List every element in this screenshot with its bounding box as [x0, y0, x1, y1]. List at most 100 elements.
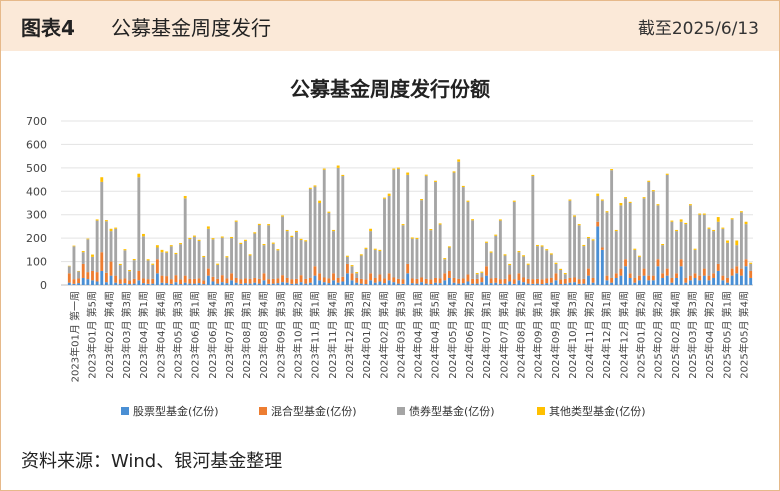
bar-segment-mixed [387, 273, 391, 281]
bar-segment-bond [373, 249, 377, 278]
bar-segment-other [253, 232, 257, 234]
bar-segment-mixed [197, 278, 201, 284]
bar-segment-mixed [313, 266, 317, 276]
bar-segment-mixed [638, 275, 641, 281]
bar-segment-bond [271, 243, 275, 279]
bar-segment-bond [512, 201, 516, 280]
bar-segment-mixed [239, 279, 243, 284]
x-tick-label: 2024年04月 第5周 [429, 291, 442, 379]
bar-segment-mixed [475, 278, 479, 284]
bar-segment-bond [387, 195, 391, 274]
bar-segment-equity [281, 282, 284, 285]
bar-segment-mixed [299, 275, 303, 283]
bar-segment-equity [744, 266, 748, 285]
bar-segment-equity [489, 283, 493, 285]
bar-segment-mixed [726, 277, 729, 283]
bar-segment-bond [638, 256, 641, 276]
bar-segment-other [142, 233, 145, 237]
bar-segment-mixed [624, 259, 627, 267]
bar-segment-mixed [216, 278, 220, 284]
bar-segment-other [707, 227, 711, 229]
bar-segment-mixed [100, 252, 104, 271]
bar-segment-other [475, 273, 479, 275]
bar-segment-mixed [605, 275, 609, 281]
x-tick-label: 2024年09月 第1周 [532, 291, 545, 379]
bar-segment-bond [276, 250, 280, 279]
bar-segment-equity [679, 266, 683, 285]
bar-segment-bond [341, 176, 345, 277]
bar-segment-other [285, 229, 289, 232]
bar-segment-bond [211, 239, 215, 277]
bar-segment-equity [169, 283, 173, 285]
bar-segment-bond [665, 174, 669, 269]
bar-segment-bond [443, 259, 447, 274]
bar-segment-bond [582, 246, 586, 279]
bar-segment-mixed [234, 277, 238, 283]
bar-segment-other [498, 219, 502, 221]
bar-segment-mixed [730, 268, 734, 276]
bar-segment-other [512, 200, 516, 202]
bar-segment-equity [104, 282, 108, 285]
bar-segment-other [716, 217, 720, 222]
bar-segment-equity [647, 280, 651, 285]
bar-segment-equity [318, 280, 322, 285]
bar-segment-bond [230, 238, 233, 274]
bar-segment-equity [322, 282, 326, 285]
x-tick-label: 2024年07月 第4周 [497, 291, 510, 379]
bar-segment-other [304, 240, 308, 242]
bar-segment-other [508, 263, 512, 266]
bar-segment-equity [299, 282, 303, 285]
bar-segment-bond [526, 264, 530, 279]
bar-segment-bond [679, 221, 683, 260]
bar-segment-mixed [308, 277, 312, 283]
bar-segment-mixed [220, 275, 224, 283]
as-of-date: 截至2025/6/13 [637, 19, 759, 39]
bar-segment-mixed [211, 276, 215, 282]
bar-segment-bond [702, 214, 706, 269]
bar-segment-equity [434, 282, 437, 285]
x-tick-label: 2023年07月 第3周 [223, 291, 236, 379]
bar-segment-other [619, 203, 623, 206]
bar-segment-equity [610, 282, 614, 285]
bar-segment-bond [563, 274, 567, 279]
bar-segment-bond [600, 200, 604, 248]
bar-segment-equity [91, 280, 94, 285]
bar-segment-other [670, 220, 674, 222]
bar-segment-mixed [600, 247, 604, 250]
bar-segment-other [155, 245, 159, 248]
bar-segment-mixed [489, 278, 493, 284]
bar-segment-equity [702, 275, 706, 285]
bar-segment-bond [721, 228, 725, 276]
bar-segment-bond [730, 219, 734, 269]
bar-segment-equity [698, 280, 702, 285]
bar-segment-equity [651, 280, 655, 285]
bar-segment-other [109, 228, 113, 232]
bar-segment-equity [234, 282, 238, 285]
bar-segment-bond [596, 195, 600, 222]
bar-segment-bond [554, 263, 558, 274]
bar-segment-bond [369, 231, 373, 274]
bar-segment-bond [257, 225, 261, 279]
bar-segment-other [327, 211, 331, 213]
bar-segment-mixed [693, 273, 697, 278]
bar-segment-mixed [155, 259, 159, 274]
bar-segment-bond [179, 244, 182, 280]
x-tick-label: 2024年12月 第4周 [617, 291, 630, 379]
legend: 股票型基金(亿份) 混合型基金(亿份) 债券型基金(亿份) 其他类型基金(亿份) [121, 404, 646, 418]
bar-segment-other [452, 171, 456, 173]
bar-segment-other [517, 251, 521, 253]
x-tick-label: 2023年09月 第3周 [274, 291, 287, 379]
bar-segment-equity [239, 283, 243, 285]
bar-segment-equity [378, 281, 382, 285]
bar-segment-mixed [707, 275, 711, 281]
bar-segment-other [522, 255, 525, 257]
bar-segment-other [220, 236, 224, 238]
bar-segment-mixed [230, 273, 233, 281]
bar-segment-other [434, 180, 437, 182]
bar-segment-mixed [327, 278, 331, 284]
bar-segment-bond [549, 254, 553, 278]
bar-segment-equity [554, 280, 558, 285]
y-tick-label: 500 [26, 162, 47, 175]
bar-segment-mixed [633, 277, 637, 283]
bar-segment-other [596, 193, 600, 196]
